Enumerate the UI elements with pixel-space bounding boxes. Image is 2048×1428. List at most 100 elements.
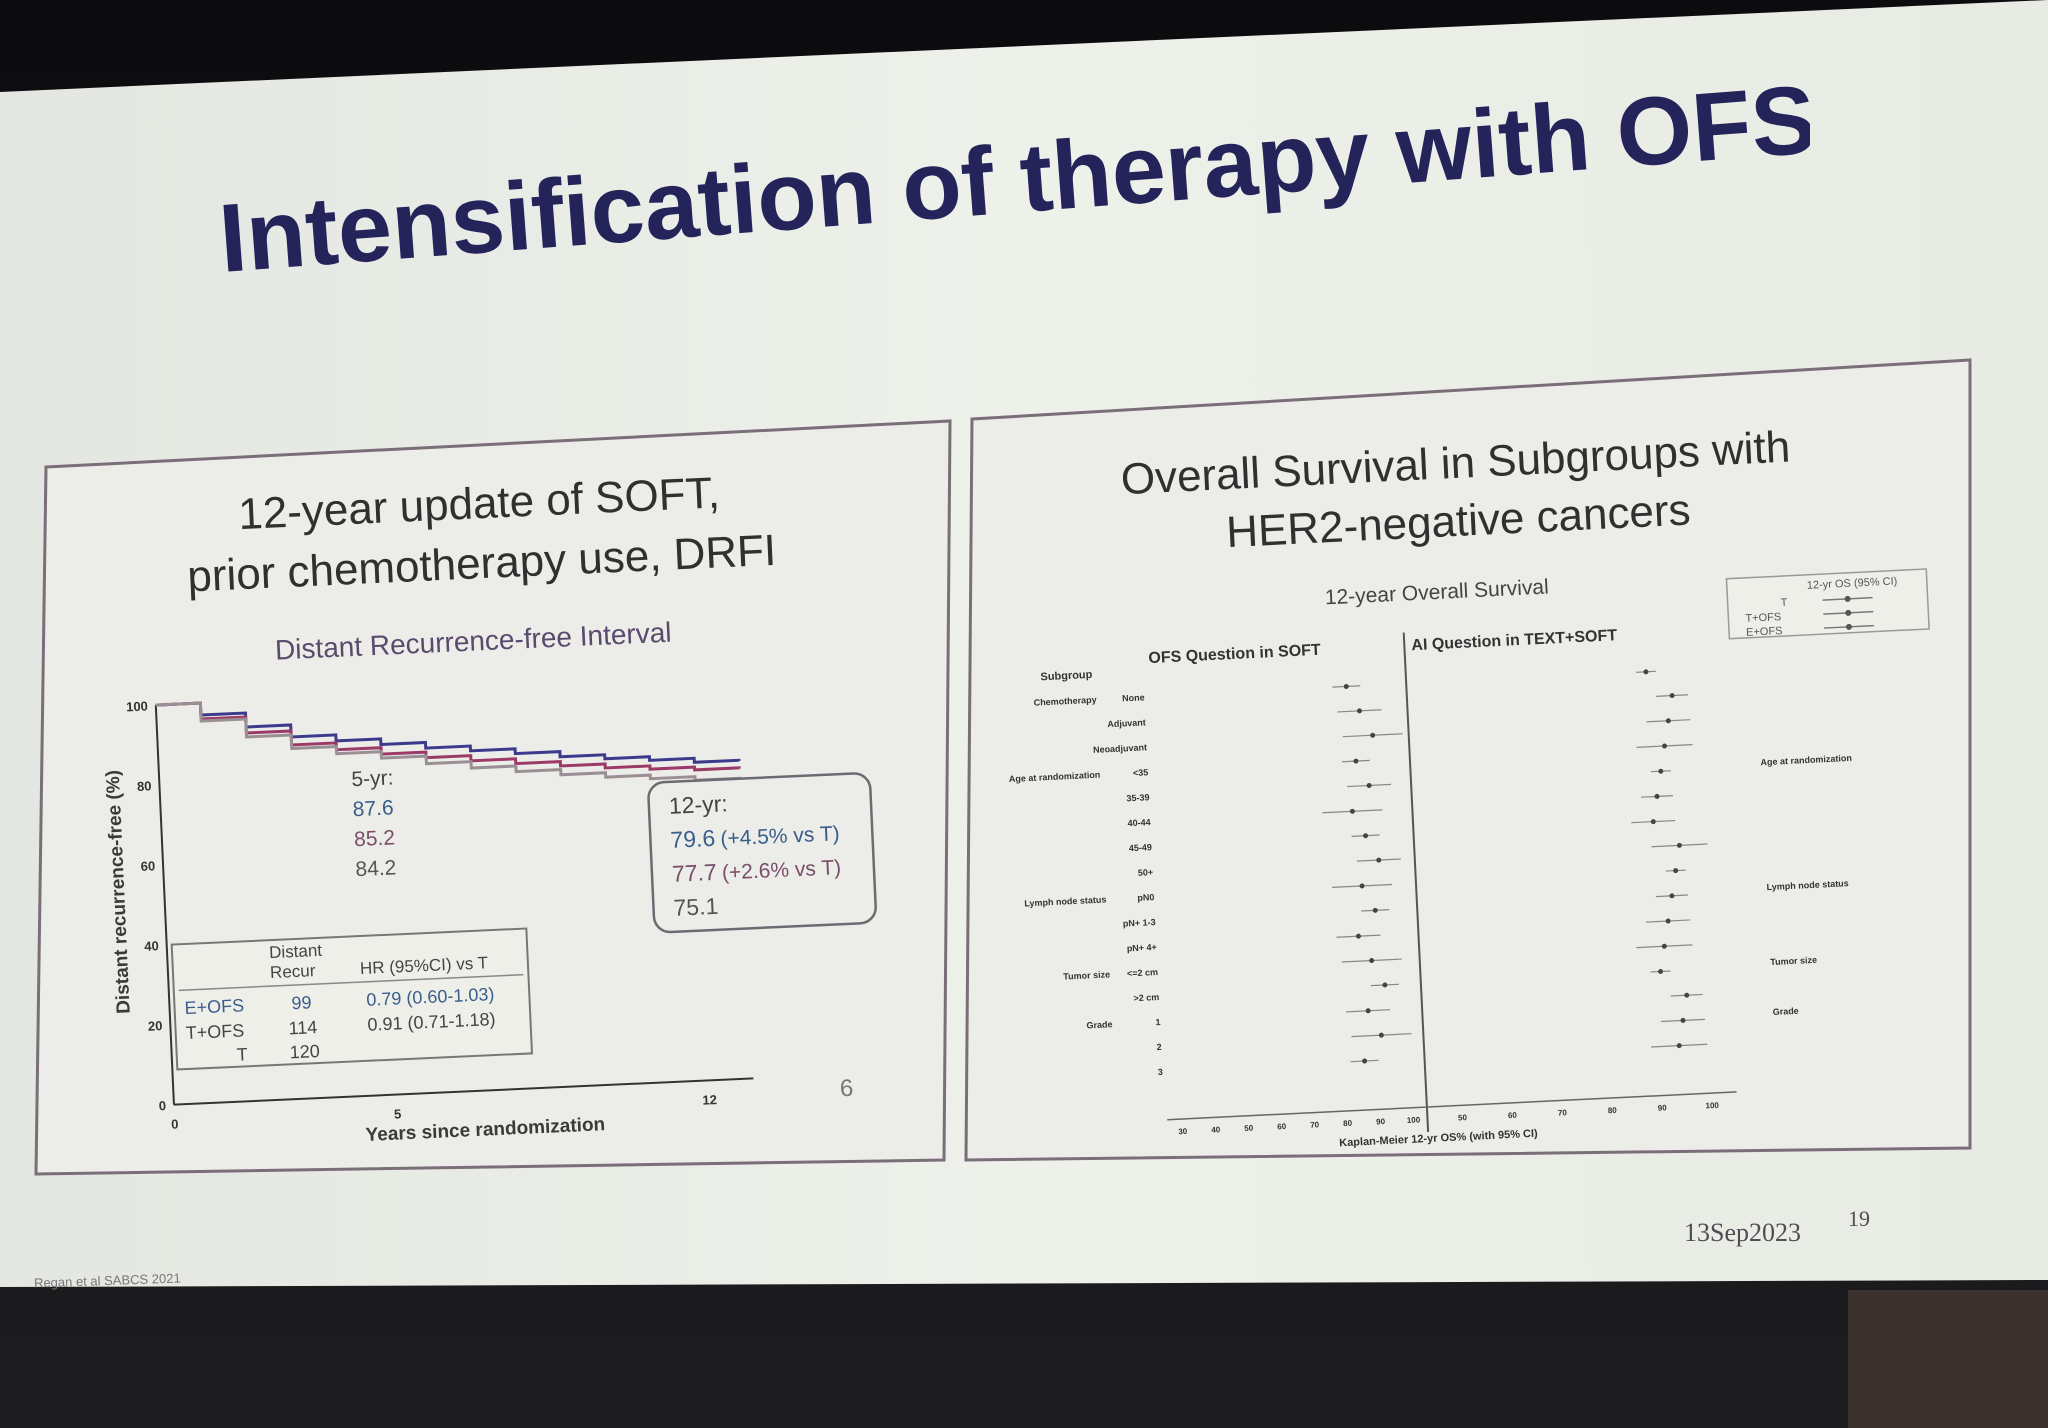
right-panel-frame: [964, 358, 1972, 1162]
hr-table-header-events: Distant: [269, 941, 323, 962]
forest-point: [1372, 907, 1378, 913]
forest-row-label: <35: [1133, 767, 1149, 778]
forest-point: [1370, 732, 1376, 738]
forest-point: [1382, 982, 1388, 988]
forest-group-label-right: Grade: [1772, 1006, 1798, 1017]
forest-point: [1665, 718, 1671, 724]
forest-legend-title: 12-yr OS (95% CI): [1807, 575, 1898, 591]
five-year-heading: 5-yr:: [351, 766, 394, 791]
slide-date: 13Sep2023: [1684, 1218, 1801, 1247]
forest-point: [1362, 1058, 1368, 1064]
y-tick-label: 100: [126, 698, 148, 714]
forest-row-label: 1: [1155, 1017, 1160, 1027]
forest-x-tick: 80: [1343, 1119, 1353, 1128]
legend-tofs-dot: [1845, 609, 1852, 616]
page-mark: 6: [839, 1075, 854, 1103]
forest-group-label: Lymph node status: [1024, 894, 1107, 908]
forest-legend: [1725, 568, 1930, 640]
forest-x-axis: [1167, 1091, 1737, 1121]
hr-table: [170, 927, 534, 1071]
forest-row-label: 35-39: [1126, 792, 1149, 803]
forest-group-label-right: Age at randomization: [1760, 753, 1852, 767]
forest-point: [1378, 1032, 1384, 1038]
forest-point: [1669, 693, 1675, 699]
forest-point: [1658, 968, 1664, 974]
forest-row-label: pN+ 1-3: [1123, 917, 1156, 929]
twelve-year-eofs-note: (+4.5% vs T): [720, 822, 840, 850]
twelve-year-tofs-note: (+2.6% vs T): [721, 856, 841, 884]
hr-row-t-events: 120: [289, 1041, 320, 1062]
forest-point: [1665, 918, 1671, 924]
forest-row-label: 2: [1156, 1042, 1161, 1052]
forest-row-label: 40-44: [1127, 817, 1150, 828]
forest-point: [1654, 793, 1660, 799]
x-tick-label: 12: [702, 1092, 717, 1108]
hr-table-divider: [178, 973, 524, 992]
forest-point: [1676, 1043, 1682, 1049]
twelve-year-box: [647, 772, 877, 934]
forest-row-label: <=2 cm: [1127, 967, 1158, 979]
forest-row-label: Adjuvant: [1107, 717, 1146, 729]
forest-group-label: Chemotherapy: [1033, 695, 1096, 708]
hr-row-tofs-arm: T+OFS: [185, 1020, 244, 1043]
forest-point: [1353, 758, 1359, 764]
forest-point: [1669, 893, 1675, 899]
forest-row-label: Neoadjuvant: [1093, 742, 1147, 755]
x-axis: [173, 1077, 754, 1106]
forest-x-tick: 90: [1658, 1103, 1668, 1112]
forest-point: [1355, 933, 1361, 939]
hr-row-eofs-arm: E+OFS: [184, 995, 244, 1018]
five-year-tofs: 85.2: [354, 826, 396, 851]
legend-tofs-label: T+OFS: [1745, 611, 1781, 625]
forest-point: [1684, 992, 1690, 998]
hr-row-t-arm: T: [236, 1044, 248, 1064]
forest-x-tick: 30: [1178, 1127, 1188, 1136]
legend-t-dot: [1844, 595, 1851, 602]
hr-row-eofs-events: 99: [291, 992, 312, 1013]
forest-row-label: pN0: [1137, 892, 1154, 903]
forest-x-tick: 50: [1458, 1113, 1468, 1122]
forest-row-header: Subgroup: [1040, 669, 1093, 684]
forest-point: [1365, 1008, 1371, 1014]
five-year-t: 84.2: [355, 856, 397, 881]
forest-x-tick: 80: [1608, 1106, 1618, 1115]
forest-point: [1349, 808, 1355, 814]
hr-row-tofs-events: 114: [288, 1017, 318, 1038]
km-series-t: [155, 701, 742, 782]
legend-t-label: T: [1780, 597, 1788, 609]
forest-point: [1356, 708, 1362, 714]
forest-point: [1680, 1017, 1686, 1023]
forest-x-tick: 90: [1376, 1117, 1386, 1126]
twelve-year-eofs-value: 79.6: [670, 825, 716, 853]
twelve-year-t-value: 75.1: [673, 893, 719, 921]
forest-point: [1363, 833, 1369, 839]
y-tick-label: 20: [148, 1018, 163, 1034]
forest-x-tick: 100: [1407, 1115, 1421, 1125]
forest-x-tick: 70: [1310, 1120, 1320, 1129]
forest-point: [1662, 743, 1668, 749]
legend-eofs-dot: [1845, 623, 1852, 630]
forest-point: [1661, 943, 1667, 949]
km-series-t-ofs: [155, 701, 741, 772]
podium-corner: [1848, 1290, 2048, 1428]
km-series-e-ofs: [155, 701, 741, 764]
twelve-year-heading: 12-yr:: [668, 790, 728, 819]
forest-point: [1676, 842, 1682, 848]
y-tick-label: 40: [144, 938, 159, 954]
forest-x-tick: 50: [1244, 1124, 1254, 1133]
legend-eofs-label: E+OFS: [1746, 625, 1783, 639]
forest-point: [1643, 669, 1649, 675]
x-tick-label: 0: [171, 1116, 179, 1131]
forest-row-label: 50+: [1138, 867, 1154, 878]
hr-table-header-events-b: Recur: [270, 961, 317, 982]
forest-group-label: Age at randomization: [1009, 770, 1101, 784]
forest-row-label: 3: [1158, 1067, 1163, 1077]
forest-point: [1650, 819, 1656, 825]
forest-x-tick: 60: [1277, 1122, 1287, 1131]
forest-point: [1359, 883, 1365, 889]
forest-group-label: Tumor size: [1063, 969, 1110, 981]
forest-point: [1366, 782, 1372, 788]
forest-point: [1673, 868, 1679, 874]
forest-x-tick: 60: [1508, 1111, 1518, 1120]
